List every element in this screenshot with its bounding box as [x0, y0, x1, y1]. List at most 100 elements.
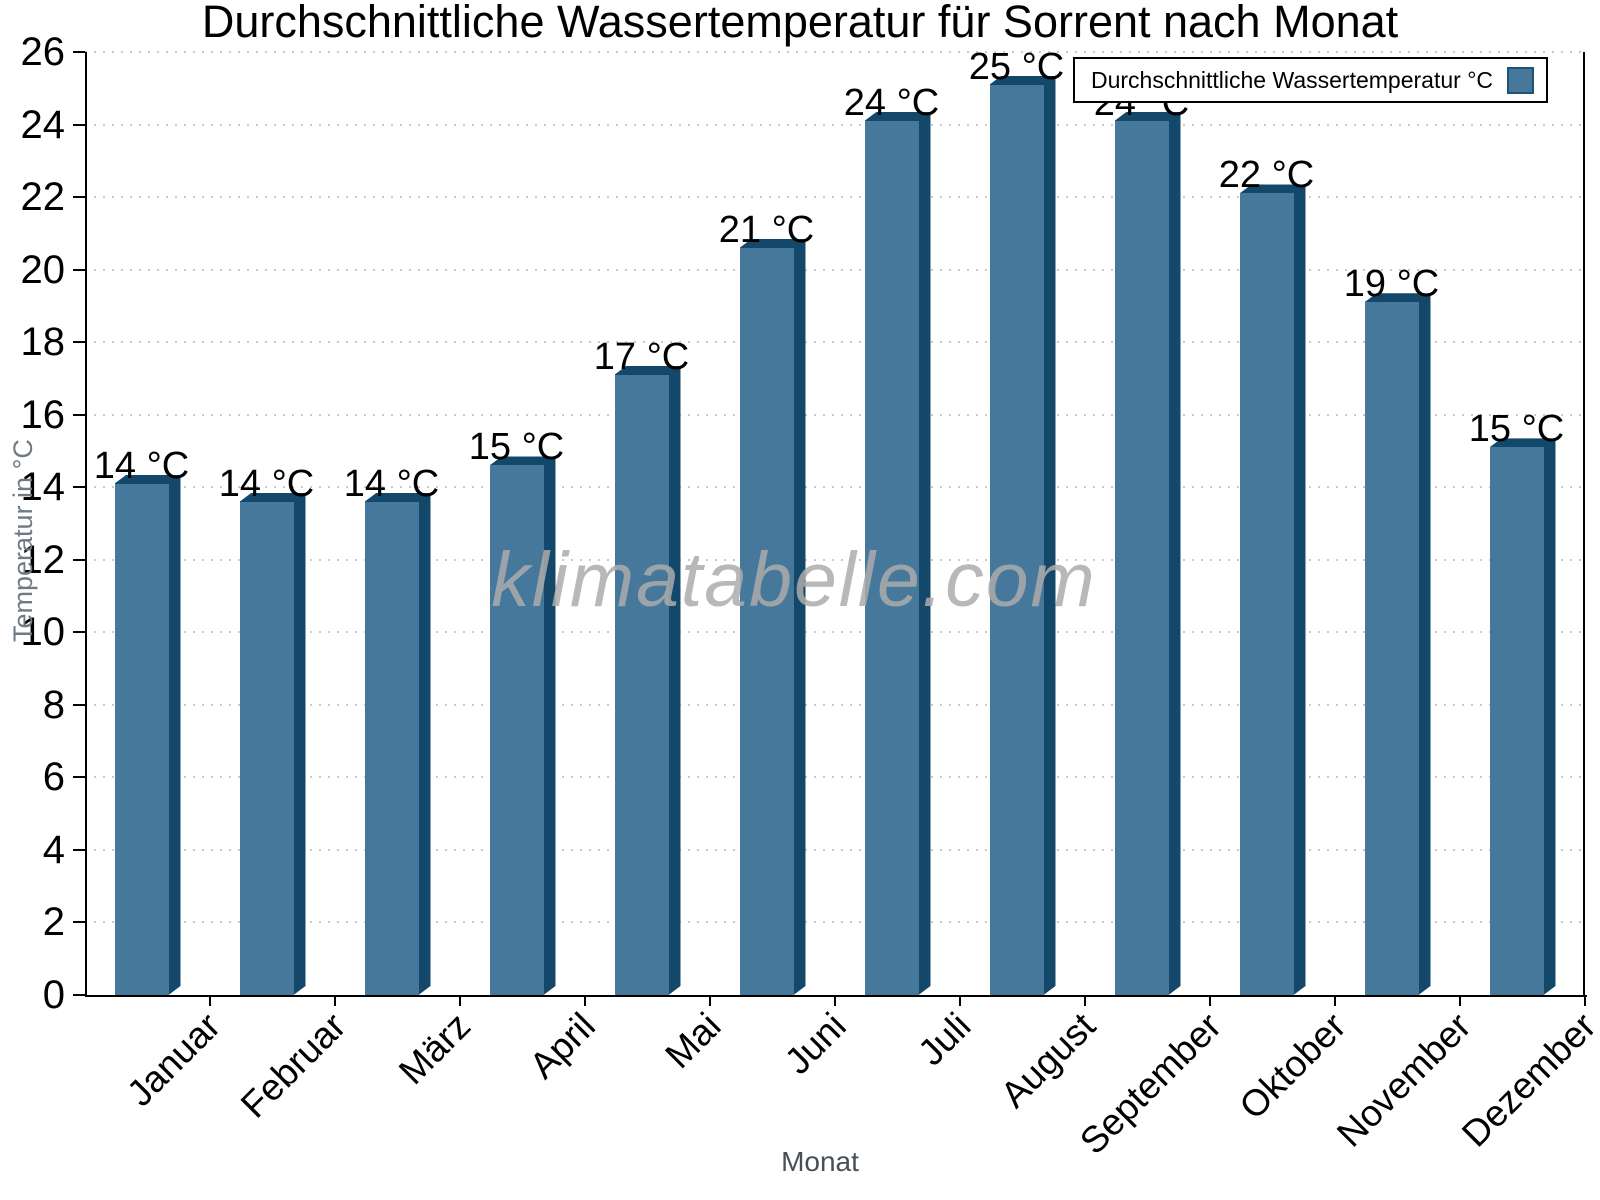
y-tick-label-18: 18	[20, 320, 66, 365]
x-tick-label-juli: Juli	[910, 1005, 979, 1074]
value-label-august: 25 °C	[968, 45, 1065, 88]
bar-oktober	[1239, 184, 1306, 995]
x-tick-4	[584, 995, 586, 1006]
y-tick-20	[73, 268, 85, 271]
bar-face-februar	[239, 501, 294, 995]
chart-title: Durchschnittliche Wassertemperatur für S…	[201, 0, 1399, 47]
value-label-mai: 17 °C	[593, 335, 690, 378]
x-tick-label-dezember: Dezember	[1453, 1005, 1600, 1155]
bar-april	[489, 456, 556, 995]
y-axis-line	[85, 52, 87, 995]
y-tick-18	[73, 341, 85, 344]
gridline-14	[85, 486, 1585, 489]
y-tick-label-24: 24	[20, 102, 66, 147]
y-tick-label-8: 8	[42, 682, 65, 727]
y-tick-2	[73, 921, 85, 924]
value-label-juli: 24 °C	[843, 81, 940, 124]
gridline-6	[85, 776, 1585, 779]
bar-juni	[739, 239, 806, 995]
bar-dezember	[1489, 438, 1556, 995]
y-tick-12	[73, 558, 85, 561]
y-tick-label-16: 16	[20, 392, 66, 437]
bar-face-oktober	[1239, 193, 1294, 995]
x-tick-10	[1334, 995, 1336, 1006]
y-tick-label-12: 12	[20, 537, 66, 582]
x-tick-label-juni: Juni	[776, 1005, 854, 1082]
x-tick-1	[209, 995, 211, 1006]
gridline-18	[85, 341, 1585, 344]
x-tick-label-januar: Januar	[119, 1005, 229, 1114]
bar-face-juli	[864, 120, 919, 995]
y-tick-label-2: 2	[42, 900, 65, 945]
plot-right-border	[1583, 52, 1585, 995]
x-tick-label-november: November	[1328, 1005, 1479, 1155]
y-tick-4	[73, 848, 85, 851]
y-tick-label-0: 0	[42, 973, 65, 1017]
gridline-24	[85, 123, 1585, 126]
y-tick-24	[73, 123, 85, 126]
x-tick-3	[459, 995, 461, 1006]
y-tick-label-6: 6	[42, 755, 65, 800]
x-tick-5	[709, 995, 711, 1006]
legend-label: Durchschnittliche Wassertemperatur °C	[1090, 66, 1493, 93]
x-tick-11	[1459, 995, 1461, 1006]
bar-mai	[614, 366, 681, 995]
x-tick-2	[334, 995, 336, 1006]
y-tick-8	[73, 703, 85, 706]
gridline-12	[85, 558, 1585, 561]
y-tick-label-26: 26	[20, 30, 66, 74]
x-axis-line	[85, 995, 1587, 997]
x-tick-12	[1584, 995, 1586, 1006]
bar-face-januar	[114, 483, 169, 995]
y-tick-22	[73, 196, 85, 199]
value-label-april: 15 °C	[468, 426, 565, 469]
x-tick-8	[1084, 995, 1086, 1006]
y-tick-label-20: 20	[20, 247, 66, 292]
bar-face-september	[1114, 120, 1169, 995]
bar-september	[1114, 112, 1181, 995]
value-label-juni: 21 °C	[718, 208, 815, 251]
y-tick-26	[73, 51, 85, 53]
x-tick-7	[959, 995, 961, 1006]
bar-januar	[114, 475, 181, 995]
value-label-marz: 14 °C	[343, 462, 440, 505]
gridline-4	[85, 848, 1585, 851]
legend: Durchschnittliche Wassertemperatur °C	[1072, 57, 1548, 103]
value-label-januar: 14 °C	[93, 444, 190, 487]
bar-face-august	[989, 84, 1044, 995]
y-tick-label-22: 22	[20, 175, 66, 220]
x-tick-label-august: August	[993, 1005, 1104, 1116]
value-label-oktober: 22 °C	[1218, 154, 1315, 197]
watermark: klimatabelle.com	[491, 537, 1097, 623]
y-axis-title: Temperatur in °C	[8, 439, 38, 642]
y-tick-6	[73, 776, 85, 779]
y-tick-label-14: 14	[20, 465, 66, 510]
x-axis-title: Monat	[781, 1146, 859, 1177]
bar-august	[989, 76, 1056, 995]
x-tick-label-april: April	[522, 1005, 604, 1087]
x-tick-9	[1209, 995, 1211, 1006]
bar-face-mai	[614, 374, 669, 995]
gridline-16	[85, 413, 1585, 416]
x-tick-label-oktober: Oktober	[1231, 1005, 1354, 1128]
bar-face-marz	[364, 501, 419, 995]
x-tick-label-februar: Februar	[232, 1005, 354, 1126]
bar-februar	[239, 493, 306, 995]
gridline-8	[85, 703, 1585, 706]
bar-marz	[364, 493, 431, 995]
bar-november	[1364, 293, 1431, 995]
bar-face-april	[489, 465, 544, 995]
y-tick-label-10: 10	[20, 610, 66, 655]
plot-area: 0 2 4 6 8 10 12 14 16 18 20 22 24 26 14 °C Januar 14 °C F…	[21, 32, 1600, 1162]
y-tick-14	[73, 486, 85, 489]
gridline-10	[85, 631, 1585, 634]
x-tick-label-mai: Mai	[657, 1005, 729, 1077]
bar-juli	[864, 112, 931, 995]
legend-swatch-icon	[1507, 66, 1534, 94]
y-tick-16	[73, 413, 85, 416]
bar-face-november	[1364, 302, 1419, 995]
gridline-22	[85, 196, 1585, 199]
gridline-26	[85, 51, 1585, 53]
x-tick-6	[834, 995, 836, 1006]
